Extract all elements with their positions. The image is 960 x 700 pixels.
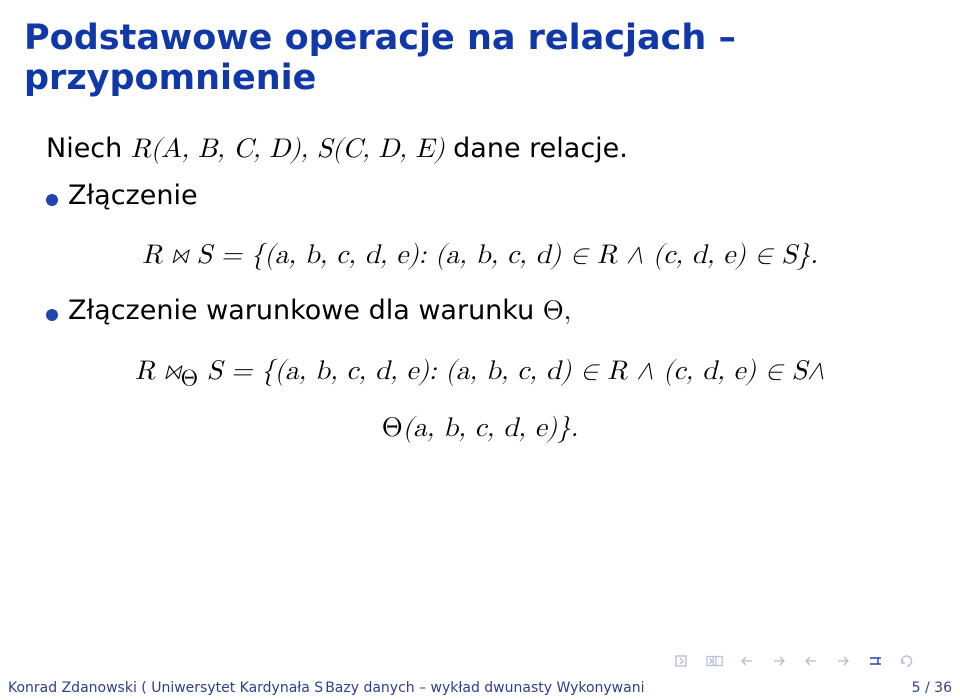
nav-first-icon[interactable]	[674, 652, 692, 670]
bullet-item: Złączenie	[46, 177, 936, 215]
intro-suffix: dane relacje.	[445, 133, 628, 164]
nav-prev-icon[interactable]	[706, 652, 724, 670]
bullet-icon	[46, 309, 58, 321]
footer: Konrad Zdanowski ( Uniwersytet Kardynała…	[0, 676, 960, 700]
nav-goto-end-icon[interactable]	[866, 652, 884, 670]
slide-title: Podstawowe operacje na relacjach – przyp…	[24, 18, 960, 98]
intro-prefix: Niech	[46, 133, 131, 164]
nav-loop-icon[interactable]	[898, 652, 916, 670]
bullet-label: Złączenie warunkowe dla warunku	[68, 295, 543, 326]
nav-subsection-back-icon[interactable]	[802, 652, 820, 670]
bullet-item: Złączenie warunkowe dla warunku Θ,	[46, 292, 936, 331]
equation: R ⋈ S = {(a, b, c, d, e): (a, b, c, d) ∈…	[24, 237, 936, 275]
nav-section-back-icon[interactable]	[738, 652, 756, 670]
equation: R ⋈Θ S = {(a, b, c, d, e): (a, b, c, d) …	[24, 353, 936, 396]
footer-author: Konrad Zdanowski ( Uniwersytet Kardynała…	[8, 680, 323, 696]
footer-title: Bazy danych – wykład dwunasty Wykonywani	[323, 680, 899, 696]
slide: Podstawowe operacje na relacjach – przyp…	[0, 0, 960, 700]
beamer-nav	[674, 652, 916, 670]
bullet-icon	[46, 194, 58, 206]
equation: Θ(a, b, c, d, e)}.	[24, 410, 936, 448]
bullet-label-math: Θ,	[543, 298, 572, 325]
footer-page: 5 / 36	[900, 680, 952, 696]
nav-subsection-fwd-icon[interactable]	[834, 652, 852, 670]
intro-math: R(A, B, C, D), S(C, D, E)	[131, 136, 445, 163]
bullet-label: Złączenie	[68, 177, 198, 215]
nav-section-fwd-icon[interactable]	[770, 652, 788, 670]
slide-body: Niech R(A, B, C, D), S(C, D, E) dane rel…	[24, 130, 936, 466]
intro-line: Niech R(A, B, C, D), S(C, D, E) dane rel…	[46, 130, 936, 169]
